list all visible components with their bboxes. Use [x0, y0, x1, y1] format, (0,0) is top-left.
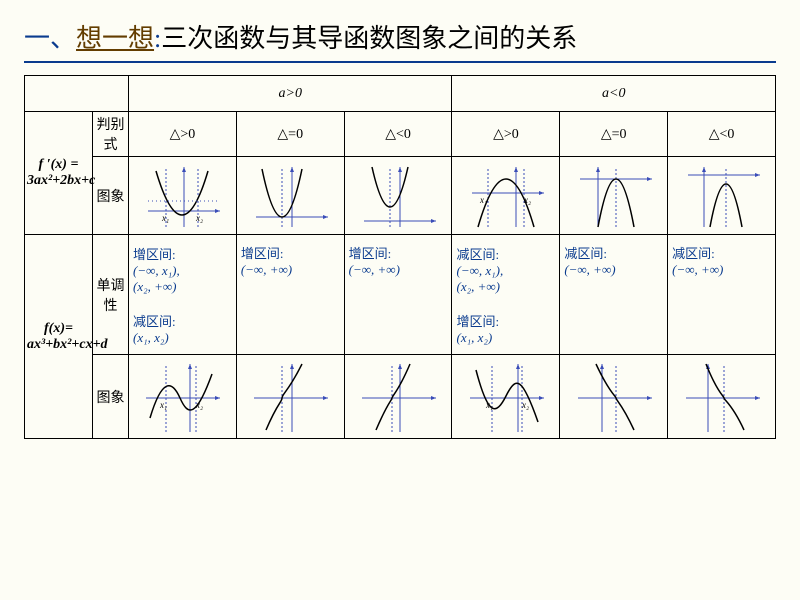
cubic-down-inflect-icon: x₁ x₂: [464, 358, 548, 436]
fprime-g4: x₁ x₂: [452, 157, 560, 235]
mono-c3: 增区间: (−∞, +∞): [344, 235, 452, 355]
svg-text:x₂: x₂: [523, 195, 531, 205]
fprime-g1: x₁ x₂: [129, 157, 237, 235]
disc-1: △>0: [129, 112, 237, 157]
f-g5: [560, 355, 668, 439]
disc-4: △>0: [452, 112, 560, 157]
cubic-up-inflect-icon: x₁ x₂: [140, 358, 224, 436]
fprime-graph-label: 图象: [93, 157, 129, 235]
disc-label: 判别式: [93, 112, 129, 157]
parabola-down-noroot-icon: [680, 161, 764, 231]
mono-c5: 减区间: (−∞, +∞): [560, 235, 668, 355]
parabola-up-oneroot-icon: [248, 161, 332, 231]
cubic-down-flat-icon: [572, 358, 656, 436]
blank-top: [25, 76, 129, 112]
hdr-a-neg: a<0: [452, 76, 776, 112]
svg-text:x₁: x₁: [161, 213, 169, 223]
svg-text:x₂: x₂: [195, 400, 203, 410]
fprime-g3: [344, 157, 452, 235]
title-think: 想一想: [76, 24, 154, 53]
page-title: 一、想一想:三次函数与其导函数图象之间的关系: [24, 18, 776, 63]
disc-3: △<0: [344, 112, 452, 157]
cubic-up-flat-icon: [248, 358, 332, 436]
title-prefix: 一、: [24, 24, 76, 53]
svg-text:x₁: x₁: [479, 195, 487, 205]
f-g6: [668, 355, 776, 439]
f-g3: [344, 355, 452, 439]
disc-6: △<0: [668, 112, 776, 157]
cubic-up-strict-icon: [356, 358, 440, 436]
mono-c6: 减区间: (−∞, +∞): [668, 235, 776, 355]
f-g4: x₁ x₂: [452, 355, 560, 439]
parabola-down-oneroot-icon: [572, 161, 656, 231]
fprime-g5: [560, 157, 668, 235]
disc-5: △=0: [560, 112, 668, 157]
parabola-up-tworoots-icon: x₁ x₂: [140, 161, 224, 231]
mono-c2: 增区间: (−∞, +∞): [236, 235, 344, 355]
svg-text:x₁: x₁: [485, 400, 493, 410]
fprime-g2: [236, 157, 344, 235]
parabola-up-noroot-icon: [356, 161, 440, 231]
cubic-down-strict-icon: [680, 358, 764, 436]
f-g1: x₁ x₂: [129, 355, 237, 439]
fprime-g6: [668, 157, 776, 235]
svg-text:x₂: x₂: [521, 400, 529, 410]
f-graph-label: 图象: [93, 355, 129, 439]
mono-c4: 减区间: (−∞, x₁), (x₂, +∞) 增区间: (x₁, x₂): [452, 235, 560, 355]
svg-text:x₁: x₁: [159, 400, 167, 410]
svg-text:x₂: x₂: [195, 213, 203, 223]
mono-c1: 增区间: (−∞, x₁), (x₂, +∞) 减区间: (x₁, x₂): [129, 235, 237, 355]
f-g2: [236, 355, 344, 439]
fprime-label: f ′(x) = 3ax²+2bx+c: [25, 112, 93, 235]
title-rest: 三次函数与其导函数图象之间的关系: [161, 24, 577, 53]
parabola-down-tworoots-icon: x₁ x₂: [464, 161, 548, 231]
hdr-a-pos: a>0: [129, 76, 452, 112]
disc-2: △=0: [236, 112, 344, 157]
f-label: f(x)= ax³+bx²+cx+d: [25, 235, 93, 439]
main-table: a>0 a<0 f ′(x) = 3ax²+2bx+c 判别式 △>0 △=0 …: [24, 75, 776, 439]
